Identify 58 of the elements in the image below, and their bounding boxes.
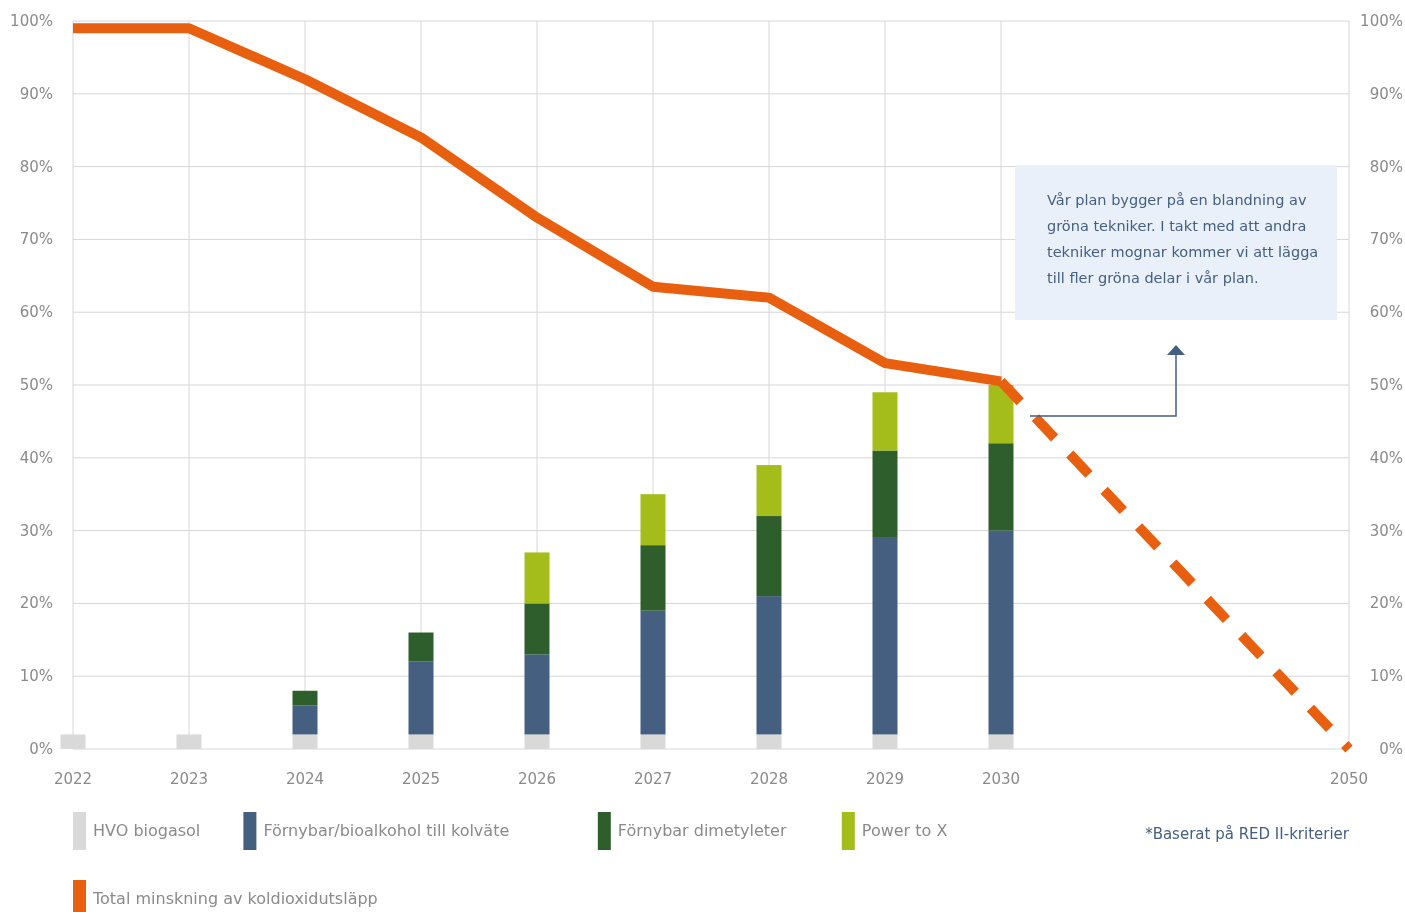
legend-label: HVO biogasol: [93, 821, 201, 840]
y-tick-label: 50%: [19, 376, 53, 394]
annotation: Vår plan bygger på en blandning av gröna tekniker. I takt med att andra tekniker mognar kommer vi att lägga till fler gröna delar i vår plan.: [1047, 192, 1319, 286]
x-tick-label: 2022: [53, 770, 93, 788]
y2-tick-label: 100%: [1360, 12, 1403, 30]
y-tick-label: 100%: [10, 12, 53, 30]
bar: [524, 654, 550, 735]
y2-tick-label: 10%: [1369, 667, 1403, 686]
y2-tick-label: 50%: [1369, 376, 1403, 394]
y-tick-label: 70%: [19, 230, 53, 249]
bar: [756, 465, 782, 517]
bar: [292, 690, 318, 706]
bar: [640, 494, 666, 546]
y2-tick-label: 90%: [1369, 84, 1403, 103]
bar: [292, 705, 318, 735]
y2-tick-label: 30%: [1369, 521, 1403, 540]
y-tick-label: 80%: [19, 157, 53, 176]
bar: [640, 545, 666, 611]
y2-tick-label: 80%: [1369, 157, 1403, 176]
bar: [988, 385, 1014, 444]
legend-label: Förnybar dimetyleter: [617, 821, 787, 840]
bar: [872, 537, 898, 735]
bar: [988, 530, 1014, 735]
x-tick-label: 2027: [633, 770, 673, 788]
y2-tick-label: 40%: [1369, 448, 1403, 467]
y2-tick-label: 0%: [1379, 740, 1403, 758]
y2-tick-label: 20%: [1369, 594, 1403, 613]
y-tick-label: 40%: [19, 448, 53, 467]
bar: [872, 392, 898, 451]
y-tick-label: 30%: [19, 521, 53, 540]
y-tick-label: 0%: [29, 740, 53, 758]
x-tick-label: 2023: [169, 770, 209, 788]
x-tick-label: 2025: [401, 770, 441, 788]
legend-label: Power to X: [861, 821, 948, 840]
bar: [408, 661, 434, 735]
text: *Baserat på RED II-kriterier: [1145, 825, 1350, 843]
x-tick-label: 2050: [1329, 770, 1369, 788]
legend-label: Förnybar/bioalkohol till kolväte: [263, 821, 510, 840]
y2-tick-label: 60%: [1369, 303, 1403, 322]
y-tick-label: 10%: [19, 667, 53, 686]
y-tick-label: 90%: [19, 84, 53, 103]
x-tick-label: 2030: [981, 770, 1021, 788]
bar: [872, 450, 898, 538]
y-tick-label: 60%: [19, 303, 53, 322]
x-tick-label: 2024: [285, 770, 325, 788]
x-tick-label: 2029: [865, 770, 905, 788]
bar: [756, 516, 782, 597]
bar: [408, 632, 434, 662]
x-tick-label: 2028: [749, 770, 789, 788]
bar: [756, 596, 782, 735]
bar: [524, 603, 550, 655]
x-tick-label: 2026: [517, 770, 557, 788]
y2-tick-label: 70%: [1369, 230, 1403, 249]
bar: [988, 443, 1014, 531]
legend-label: Total minskning av koldioxidutsläpp: [92, 889, 378, 908]
bar: [524, 552, 550, 604]
y-tick-label: 20%: [19, 594, 53, 613]
bar: [640, 610, 666, 735]
